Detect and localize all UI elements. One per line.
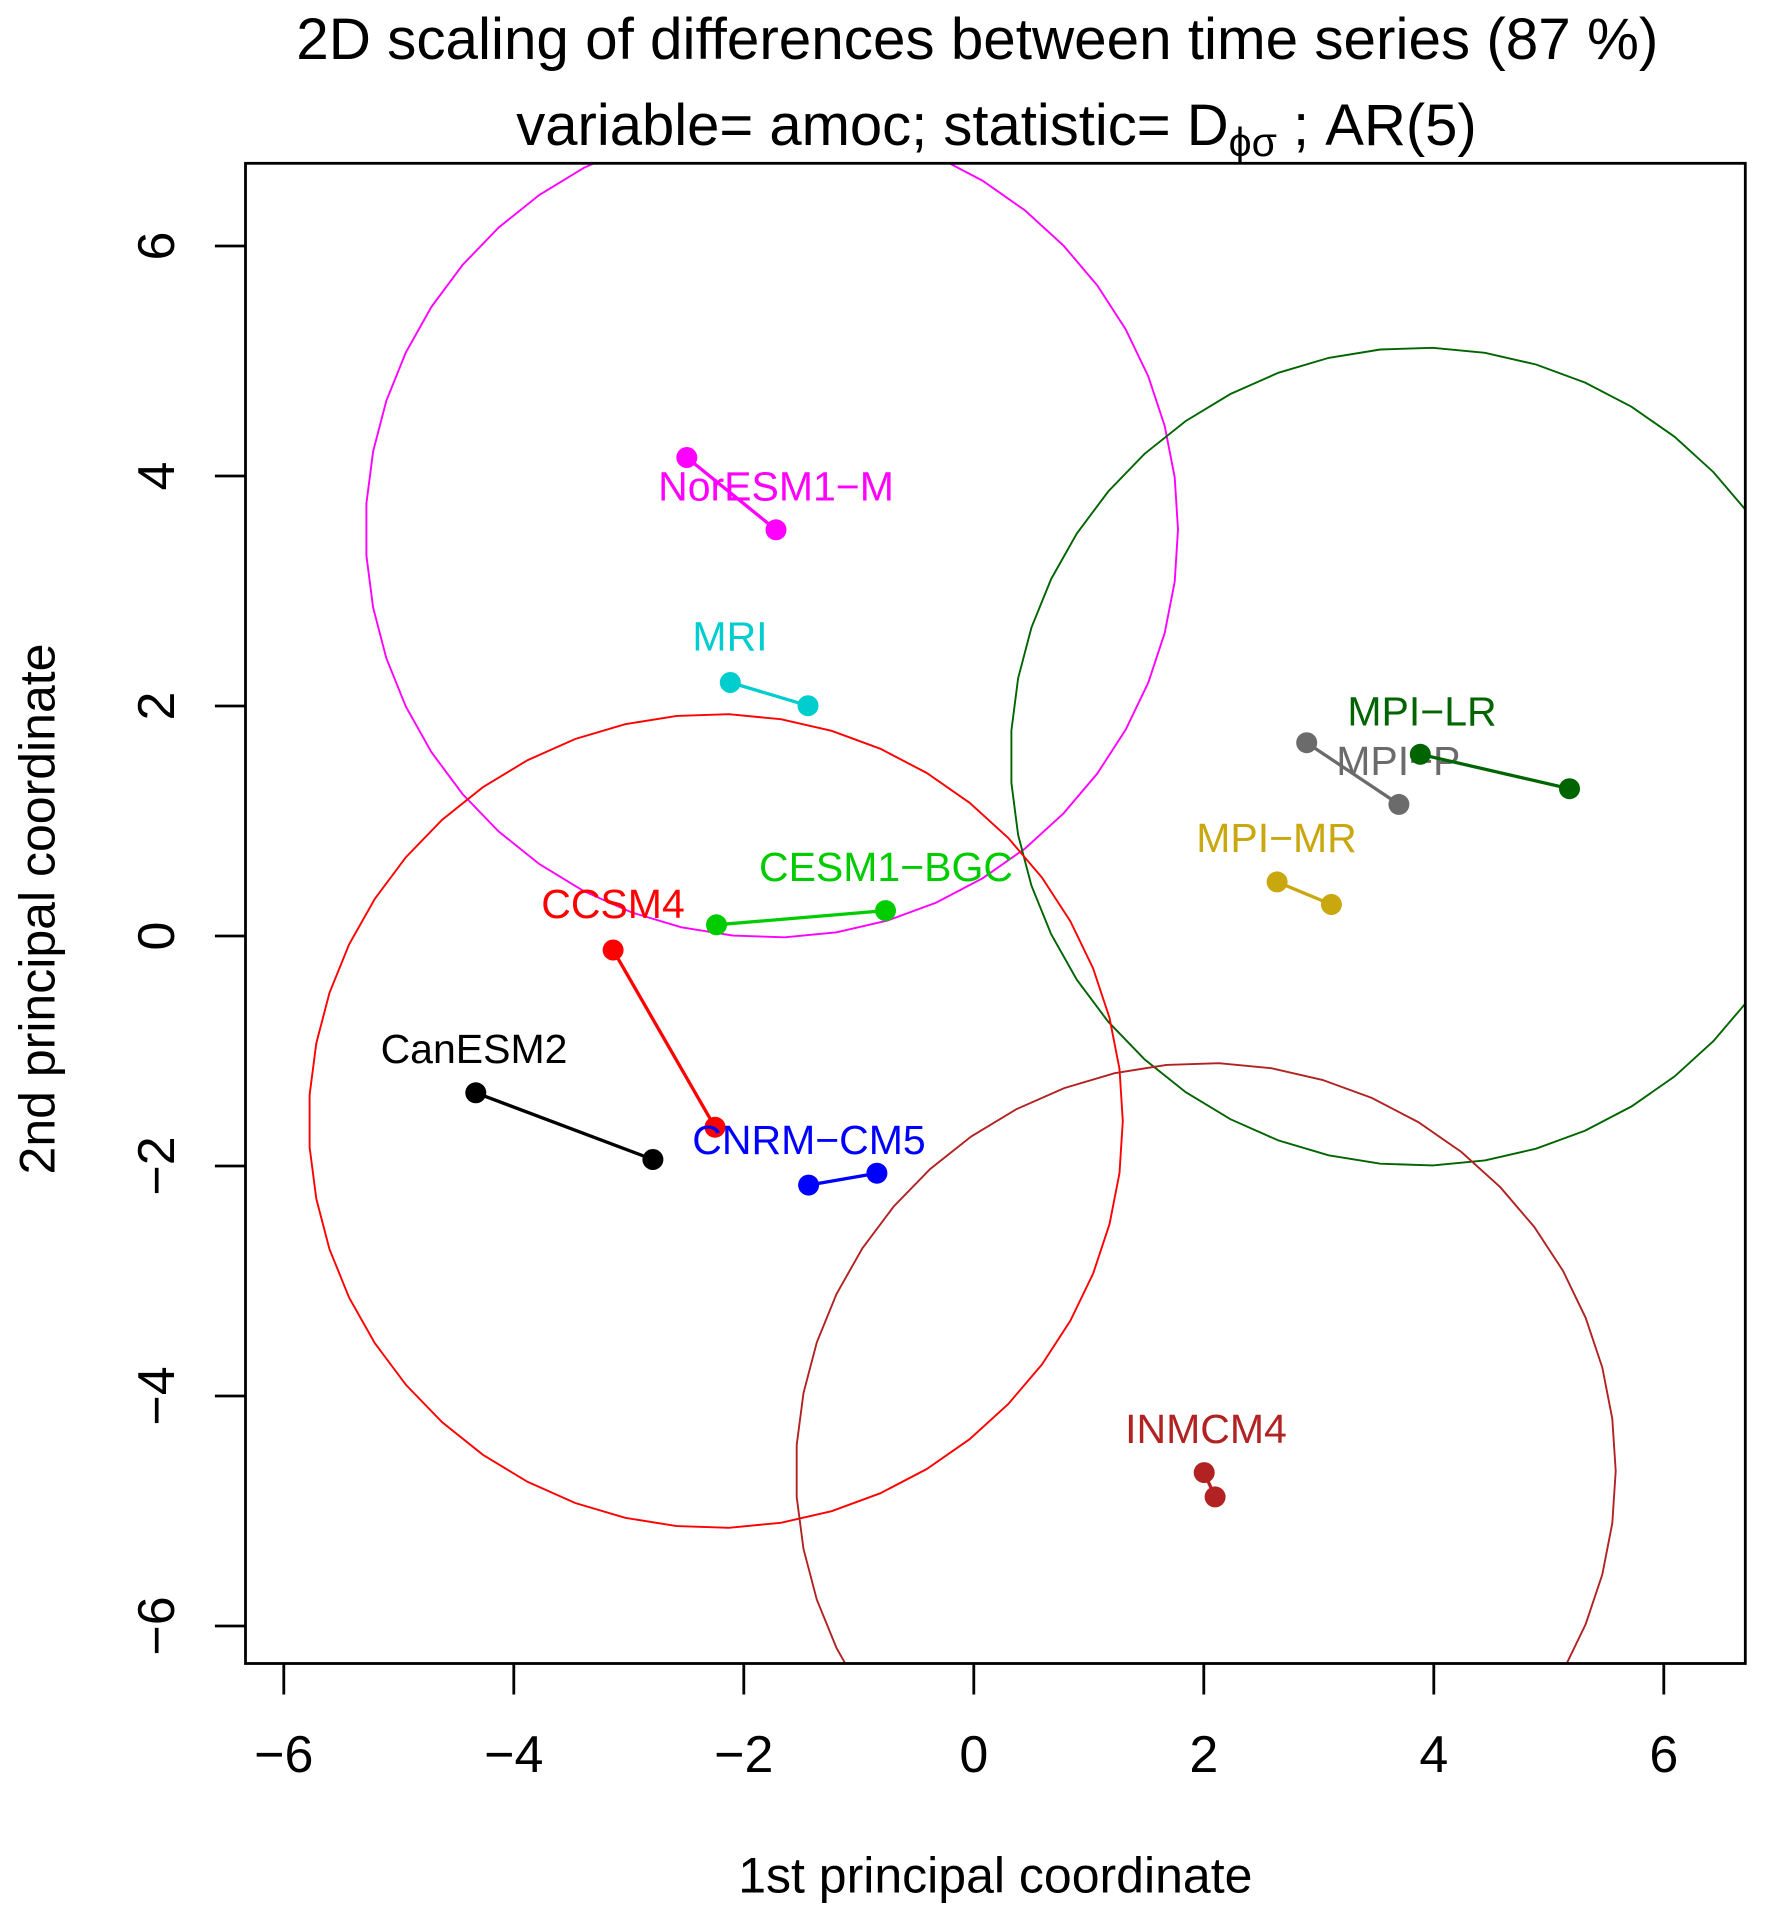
svg-text:CNRM−CM5: CNRM−CM5	[692, 1117, 926, 1163]
svg-text:CESM1−BGC: CESM1−BGC	[759, 844, 1013, 890]
svg-text:CCSM4: CCSM4	[541, 881, 685, 927]
svg-text:2: 2	[128, 692, 186, 721]
svg-text:variable= amoc; statistic= Dϕσ: variable= amoc; statistic= Dϕσ ; AR(5)	[516, 93, 1477, 165]
svg-text:−2: −2	[128, 1136, 186, 1195]
svg-text:0: 0	[959, 1726, 988, 1784]
svg-text:6: 6	[1649, 1726, 1678, 1784]
svg-text:MRI: MRI	[692, 614, 767, 660]
svg-text:CanESM2: CanESM2	[381, 1026, 568, 1072]
svg-text:2: 2	[1189, 1726, 1218, 1784]
svg-text:MPI−MR: MPI−MR	[1196, 815, 1357, 861]
svg-text:MPI−LR: MPI−LR	[1347, 688, 1496, 734]
svg-text:MPI−P: MPI−P	[1336, 738, 1460, 784]
svg-text:1st principal coordinate: 1st principal coordinate	[738, 1848, 1252, 1904]
svg-text:−4: −4	[484, 1726, 543, 1784]
svg-text:4: 4	[1419, 1726, 1448, 1784]
svg-text:−4: −4	[128, 1366, 186, 1425]
svg-text:NorESM1−M: NorESM1−M	[658, 463, 894, 509]
svg-text:INMCM4: INMCM4	[1125, 1406, 1287, 1452]
svg-text:2D scaling of differences betw: 2D scaling of differences between time s…	[296, 7, 1658, 72]
svg-text:−2: −2	[714, 1726, 773, 1784]
svg-text:6: 6	[128, 232, 186, 261]
svg-text:4: 4	[128, 462, 186, 491]
svg-text:−6: −6	[254, 1726, 313, 1784]
svg-text:−6: −6	[128, 1596, 186, 1655]
svg-text:2nd principal coordinate: 2nd principal coordinate	[10, 644, 66, 1175]
svg-text:0: 0	[128, 922, 186, 951]
